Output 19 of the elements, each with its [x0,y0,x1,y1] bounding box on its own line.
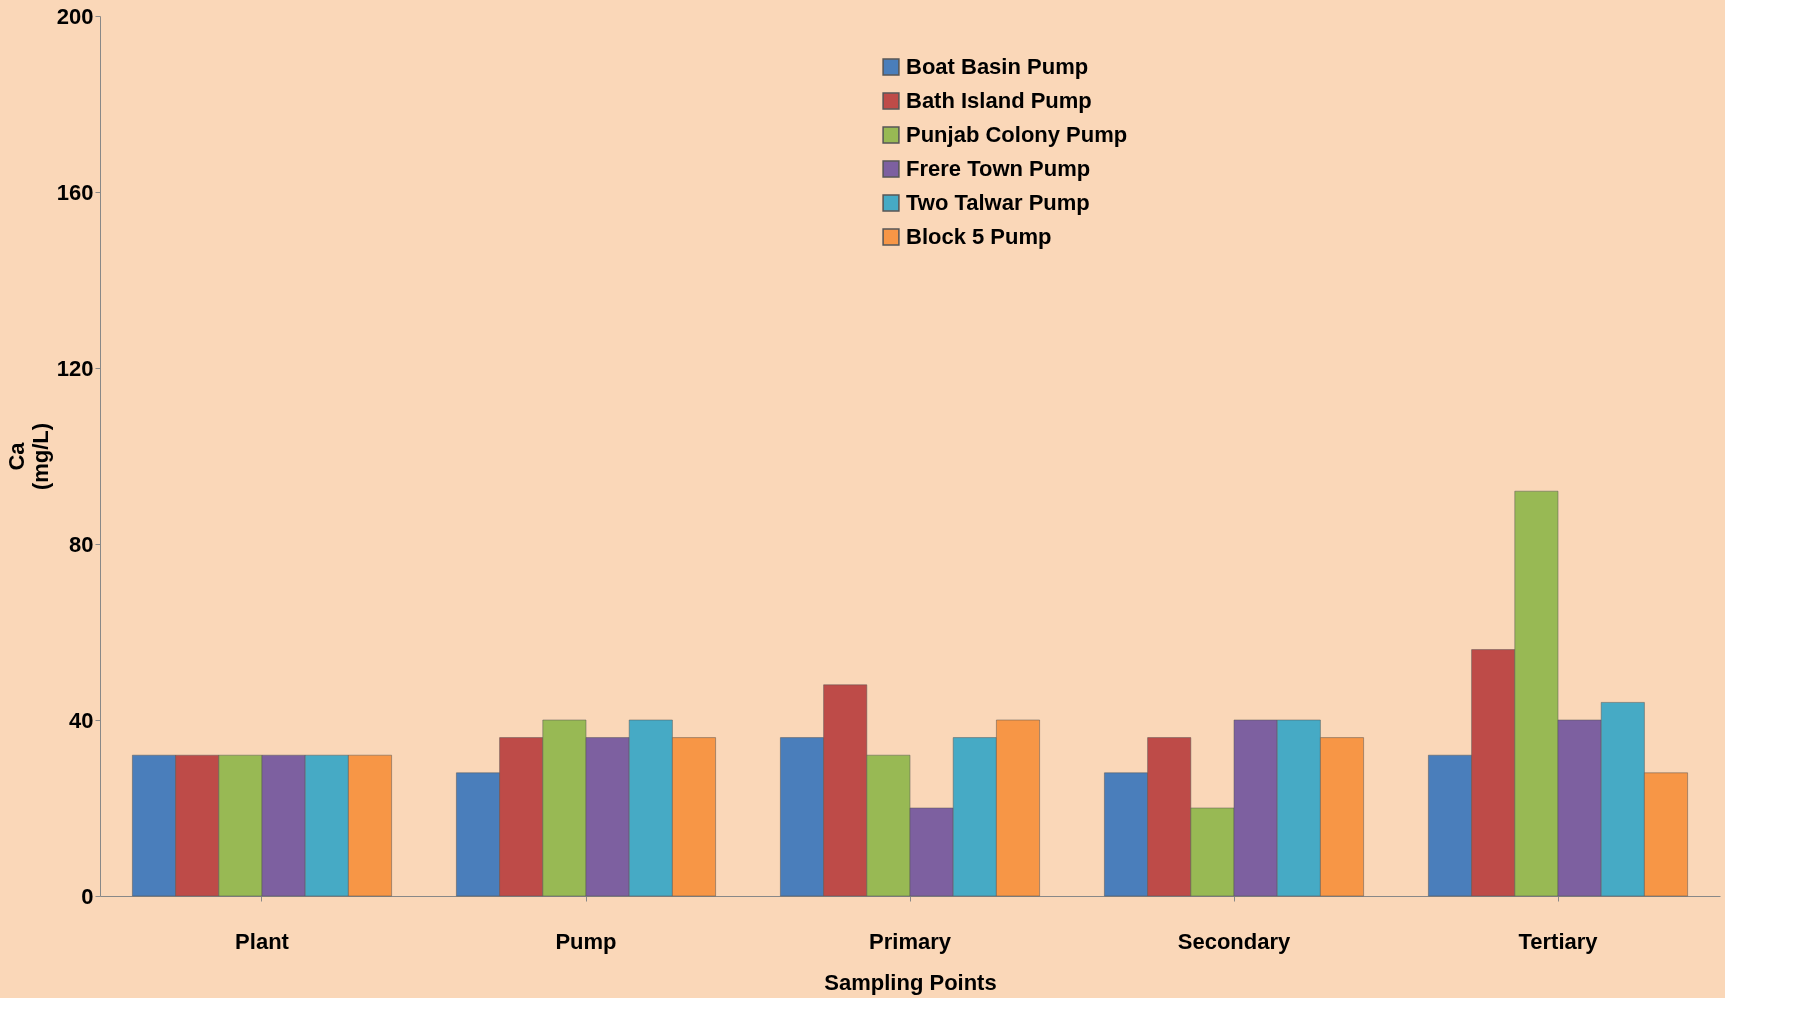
x-axis-title: Sampling Points [824,969,997,995]
x-tick-label: Primary [869,928,952,954]
legend-label: Boat Basin Pump [906,54,1089,79]
legend-label: Two Talwar Pump [906,190,1090,215]
y-tick-label: 40 [69,707,94,733]
x-tick-label: Secondary [1177,928,1292,954]
x-tick-label: Pump [555,928,617,954]
x-tick-label: Tertiary [1518,928,1599,954]
x-tick-label: Plant [235,928,290,954]
legend-label: Punjab Colony Pump [906,122,1128,147]
y-tick-label: 80 [69,531,94,557]
y-tick-label: 160 [56,179,94,205]
legend-label: Frere Town Pump [906,156,1091,181]
y-tick-label: 120 [56,355,94,381]
legend-label: Block 5 Pump [906,224,1052,249]
y-tick-label: 200 [56,3,94,29]
y-tick-label: 0 [81,883,94,909]
legend-label: Bath Island Pump [906,88,1092,113]
y-axis-title: Ca (mg/L) [3,422,53,491]
